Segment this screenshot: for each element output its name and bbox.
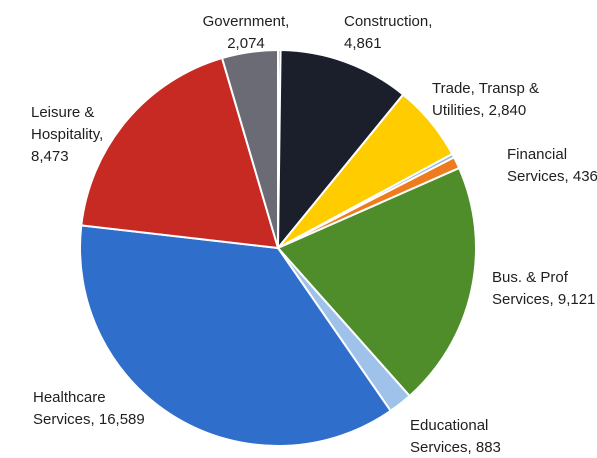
data-label-line: Government,	[203, 13, 290, 30]
data-label-healthcare-services: Healthcare Services, 16,589	[33, 389, 145, 428]
data-label-line: Services, 436	[507, 168, 597, 185]
data-label-line: Services, 9,121	[492, 291, 595, 308]
data-label-line: Services, 16,589	[33, 411, 145, 428]
data-label-line: Healthcare	[33, 389, 106, 406]
pie-slices	[79, 48, 477, 447]
data-label-line: Construction,	[344, 13, 432, 30]
data-label-line: 4,861	[344, 35, 382, 52]
pie-slice-government	[220, 48, 279, 249]
pie-slice-leisure-and-hospitality	[80, 56, 280, 250]
data-label-bus-and-prof-services: Bus. & Prof Services, 9,121	[492, 269, 595, 308]
data-label-educational-services: Educational Services, 883	[410, 417, 501, 456]
data-label-line: Bus. & Prof	[492, 269, 569, 286]
pie-slice-bus-and-prof-services	[276, 166, 477, 398]
data-label-line: Utilities, 2,840	[432, 102, 526, 119]
data-label-construction: Construction, 4,861	[344, 13, 432, 52]
data-label-line: 2,074	[227, 35, 265, 52]
data-label-leisure-and-hospitality: Leisure & Hospitality, 8,473	[31, 104, 103, 165]
data-label-line: Leisure &	[31, 104, 94, 121]
data-label-government: Government, 2,074	[203, 13, 290, 52]
data-label-line: Hospitality,	[31, 126, 103, 143]
data-label-line: 8,473	[31, 148, 69, 165]
data-label-line: Services, 883	[410, 439, 501, 456]
data-label-line: Trade, Transp &	[432, 80, 539, 97]
data-label-line: Educational	[410, 417, 488, 434]
data-label-trade-transp-and-utilities: Trade, Transp & Utilities, 2,840	[432, 80, 539, 119]
data-label-line: Financial	[507, 146, 567, 163]
pie-slice-healthcare-services	[79, 224, 393, 447]
pie-labels: Construction, 4,861 Trade, Transp & Utiliti…	[31, 13, 597, 456]
data-label-financial-services: Financial Services, 436	[507, 146, 597, 185]
pie-slice-construction	[276, 49, 405, 251]
